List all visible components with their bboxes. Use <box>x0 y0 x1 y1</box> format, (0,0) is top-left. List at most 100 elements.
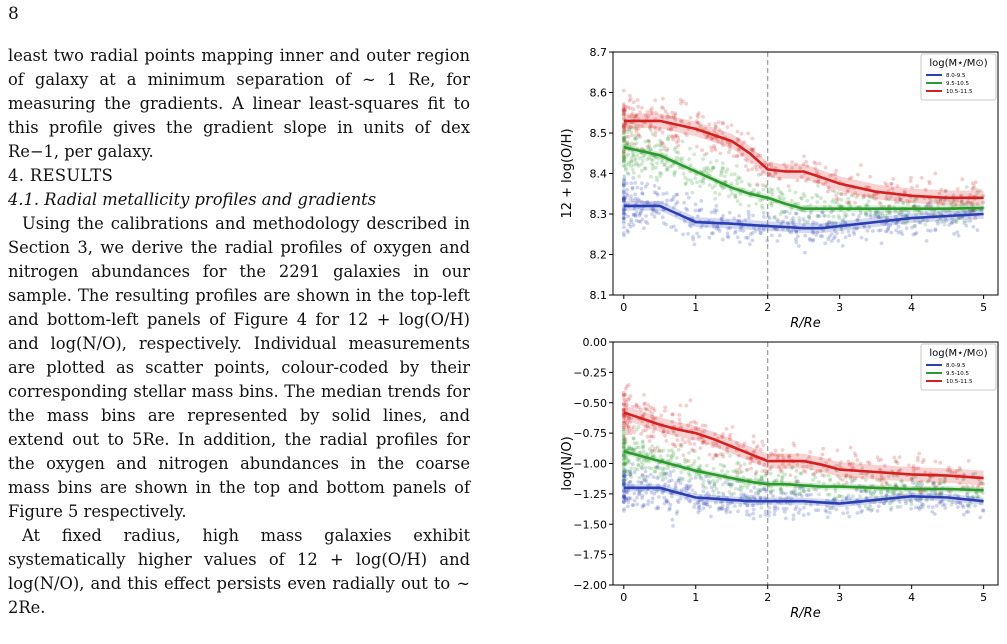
scatter-point-8.0-9.5 <box>662 501 667 506</box>
scatter-point-8.0-9.5 <box>637 199 642 203</box>
scatter-point-9.5-10.5 <box>646 139 650 144</box>
scatter-point-9.5-10.5 <box>764 471 768 476</box>
scatter-point-9.5-10.5 <box>802 209 807 214</box>
scatter-point-8.0-9.5 <box>630 186 635 191</box>
scatter-point-9.5-10.5 <box>621 137 626 142</box>
scatter-point-8.0-9.5 <box>979 208 983 213</box>
scatter-point-9.5-10.5 <box>893 482 898 486</box>
scatter-point-9.5-10.5 <box>938 477 942 482</box>
scatter-point-9.5-10.5 <box>711 165 716 170</box>
scatter-point-8.0-9.5 <box>621 497 626 502</box>
scatter-point-9.5-10.5 <box>744 468 749 473</box>
scatter-point-10.5-11.5 <box>623 398 628 402</box>
scatter-point-8.0-9.5 <box>621 494 626 499</box>
scatter-point-8.0-9.5 <box>726 235 731 240</box>
scatter-point-8.0-9.5 <box>645 483 650 487</box>
scatter-point-10.5-11.5 <box>813 166 818 171</box>
scatter-point-10.5-11.5 <box>792 444 797 448</box>
scatter-point-9.5-10.5 <box>634 427 639 432</box>
scatter-point-8.0-9.5 <box>911 481 915 485</box>
scatter-point-9.5-10.5 <box>711 478 715 483</box>
scatter-point-9.5-10.5 <box>684 181 688 185</box>
scatter-point-9.5-10.5 <box>702 167 706 171</box>
scatter-point-9.5-10.5 <box>870 195 874 200</box>
scatter-point-8.0-9.5 <box>918 220 923 225</box>
scatter-point-8.0-9.5 <box>791 216 795 221</box>
scatter-point-8.0-9.5 <box>625 187 630 192</box>
scatter-point-10.5-11.5 <box>965 484 969 489</box>
scatter-point-9.5-10.5 <box>645 458 649 463</box>
scatter-point-10.5-11.5 <box>673 117 678 122</box>
scatter-point-9.5-10.5 <box>633 136 638 141</box>
scatter-point-8.0-9.5 <box>633 192 637 197</box>
scatter-point-8.0-9.5 <box>818 234 823 238</box>
scatter-point-8.0-9.5 <box>621 198 626 203</box>
scatter-point-8.0-9.5 <box>689 224 693 229</box>
scatter-point-9.5-10.5 <box>636 445 641 450</box>
scatter-point-8.0-9.5 <box>675 200 680 205</box>
chart-panel-bottom: 0 1 2 3 4 5−2.00−1.75−1.50−1.25−1.00−0.75−0.5… <box>560 336 999 621</box>
scatter-point-8.0-9.5 <box>756 489 761 494</box>
scatter-point-8.0-9.5 <box>636 197 641 202</box>
scatter-point-9.5-10.5 <box>776 186 780 191</box>
scatter-point-9.5-10.5 <box>667 448 671 453</box>
scatter-point-8.0-9.5 <box>840 498 845 503</box>
scatter-point-9.5-10.5 <box>817 492 821 497</box>
scatter-point-8.0-9.5 <box>829 210 834 215</box>
scatter-point-9.5-10.5 <box>980 491 985 495</box>
scatter-point-10.5-11.5 <box>881 476 886 481</box>
scatter-point-8.0-9.5 <box>830 221 834 226</box>
scatter-point-8.0-9.5 <box>831 498 835 502</box>
scatter-point-8.0-9.5 <box>646 499 651 503</box>
scatter-point-9.5-10.5 <box>741 475 746 480</box>
scatter-point-9.5-10.5 <box>694 472 699 477</box>
scatter-point-9.5-10.5 <box>906 498 911 503</box>
scatter-point-10.5-11.5 <box>627 415 631 420</box>
scatter-point-9.5-10.5 <box>643 459 648 464</box>
scatter-point-8.0-9.5 <box>916 505 921 510</box>
scatter-point-9.5-10.5 <box>865 213 870 218</box>
scatter-point-9.5-10.5 <box>632 441 637 445</box>
scatter-point-10.5-11.5 <box>773 448 778 453</box>
scatter-point-8.0-9.5 <box>719 216 724 221</box>
scatter-point-10.5-11.5 <box>778 176 782 181</box>
scatter-point-10.5-11.5 <box>721 432 725 436</box>
scatter-point-10.5-11.5 <box>895 184 900 188</box>
scatter-point-9.5-10.5 <box>655 445 660 450</box>
scatter-point-8.0-9.5 <box>840 244 845 248</box>
scatter-point-10.5-11.5 <box>739 153 744 158</box>
scatter-point-9.5-10.5 <box>624 461 628 466</box>
scatter-point-8.0-9.5 <box>725 234 730 239</box>
scatter-point-10.5-11.5 <box>787 455 792 460</box>
scatter-point-8.0-9.5 <box>621 467 626 472</box>
scatter-point-9.5-10.5 <box>672 171 677 176</box>
scatter-point-8.0-9.5 <box>642 503 646 508</box>
scatter-point-9.5-10.5 <box>888 210 892 215</box>
scatter-point-10.5-11.5 <box>670 124 675 129</box>
scatter-point-9.5-10.5 <box>812 472 816 477</box>
scatter-point-9.5-10.5 <box>621 420 626 425</box>
legend-box <box>920 343 997 391</box>
scatter-point-9.5-10.5 <box>813 475 818 480</box>
scatter-point-9.5-10.5 <box>974 491 978 495</box>
scatter-point-8.0-9.5 <box>784 496 789 501</box>
scatter-point-8.0-9.5 <box>783 516 788 521</box>
scatter-point-9.5-10.5 <box>631 447 636 452</box>
scatter-point-9.5-10.5 <box>691 462 696 466</box>
scatter-point-9.5-10.5 <box>734 470 738 474</box>
scatter-point-9.5-10.5 <box>677 157 682 162</box>
scatter-point-10.5-11.5 <box>794 162 798 167</box>
scatter-point-8.0-9.5 <box>971 472 975 477</box>
scatter-point-8.0-9.5 <box>965 492 969 497</box>
scatter-point-9.5-10.5 <box>652 454 657 459</box>
scatter-point-9.5-10.5 <box>626 446 631 451</box>
series-line-8.0-9.5 <box>623 204 984 230</box>
scatter-point-8.0-9.5 <box>928 200 932 205</box>
scatter-point-9.5-10.5 <box>929 198 933 203</box>
scatter-point-10.5-11.5 <box>825 468 830 472</box>
scatter-point-10.5-11.5 <box>631 107 636 112</box>
scatter-point-8.0-9.5 <box>886 226 891 231</box>
scatter-point-8.0-9.5 <box>843 220 848 225</box>
scatter-point-9.5-10.5 <box>634 156 638 161</box>
scatter-point-9.5-10.5 <box>719 169 724 174</box>
